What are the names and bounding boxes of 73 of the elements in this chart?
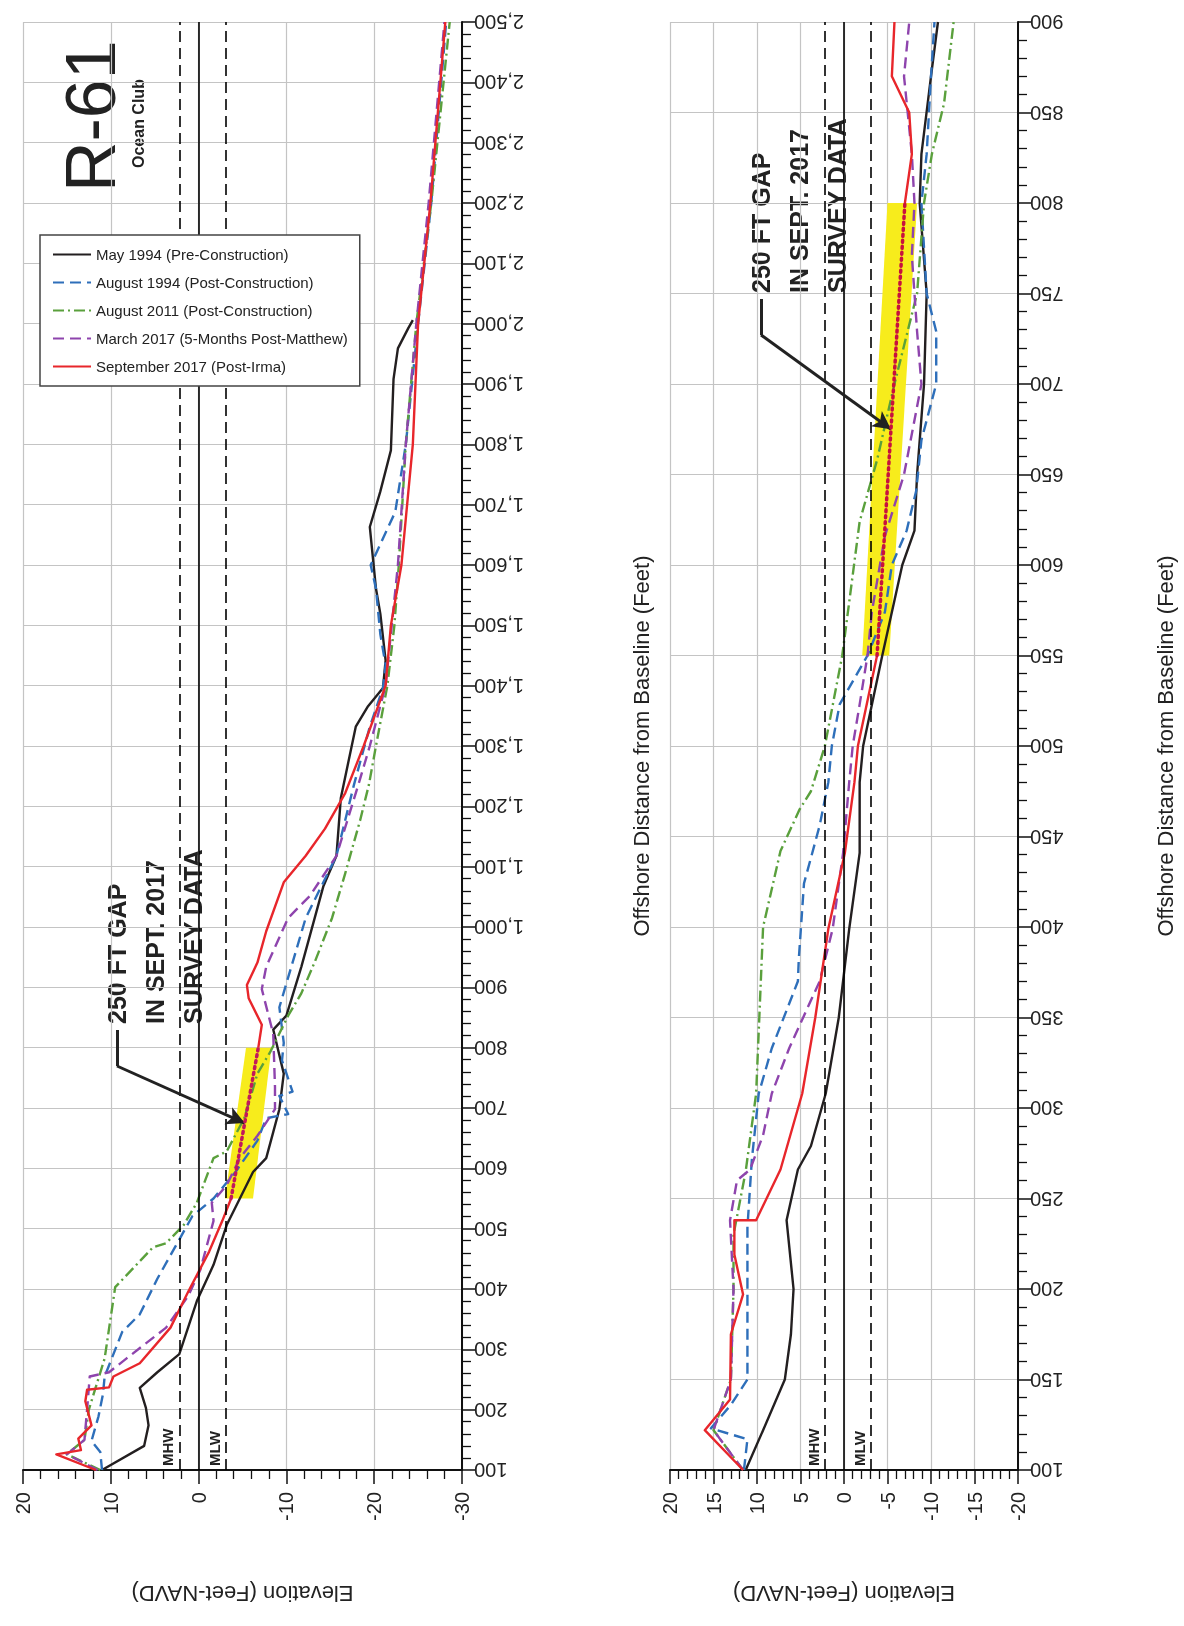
y-tick-label: 500 xyxy=(474,1217,508,1240)
ref-line-label: MHW xyxy=(804,1427,822,1466)
y-axis-title: Offshore Distance from Baseline (Feet) xyxy=(628,555,654,937)
y-tick-label: 450 xyxy=(1030,825,1064,848)
y-tick-label: 1,400 xyxy=(474,674,525,697)
y-tick-label: 2,000 xyxy=(474,312,525,335)
legend-label: September 2017 (Post-Irma) xyxy=(96,358,287,375)
legend-label: May 1994 (Pre-Construction) xyxy=(96,246,289,263)
x-tick-label: 0 xyxy=(833,1492,855,1504)
y-tick-label: 300 xyxy=(474,1338,508,1361)
x-tick-label: -10 xyxy=(920,1492,942,1521)
y-tick-label: 850 xyxy=(1030,101,1064,124)
y-tick-label: 2,500 xyxy=(474,11,525,33)
y-tick-label: 2,200 xyxy=(474,192,525,214)
y-tick-label: 800 xyxy=(474,1036,508,1059)
ref-line-label: MHW xyxy=(159,1427,177,1466)
y-tick-label: 100 xyxy=(1030,1459,1064,1481)
y-tick-label: 200 xyxy=(1030,1278,1064,1300)
y-tick-label: 900 xyxy=(474,976,508,999)
x-tick-label: -20 xyxy=(363,1492,386,1521)
y-tick-label: 700 xyxy=(474,1097,508,1119)
x-tick-label: 20 xyxy=(12,1492,34,1515)
y-tick-label: 200 xyxy=(474,1398,508,1421)
ref-line-label: MLW xyxy=(850,1430,868,1466)
x-axis-title: Elevation (Feet-NAVD) xyxy=(131,1580,354,1606)
y-tick-label: 1,800 xyxy=(474,433,525,456)
y-tick-label: 800 xyxy=(1030,192,1064,214)
x-tick-label: 5 xyxy=(789,1492,812,1504)
x-axis-title: Elevation (Feet-NAVD) xyxy=(732,1580,956,1606)
x-tick-label: 0 xyxy=(187,1492,210,1504)
line-series xyxy=(744,20,940,1472)
y-axis-title: Offshore Distance from Baseline (Feet) xyxy=(1152,555,1178,937)
y-tick-label: 1,600 xyxy=(474,554,525,576)
y-tick-label: 250 xyxy=(1030,1187,1064,1210)
y-tick-label: 2,400 xyxy=(474,71,525,94)
y-tick-label: 2,100 xyxy=(474,252,525,275)
y-tick-label: 650 xyxy=(1030,463,1064,486)
y-tick-label: 600 xyxy=(474,1157,508,1180)
y-tick-label: 1,700 xyxy=(474,493,525,516)
y-tick-label: 1,200 xyxy=(474,795,525,818)
ref-line-label: MLW xyxy=(205,1430,223,1466)
y-tick-label: 1,000 xyxy=(474,916,525,938)
y-tick-label: 300 xyxy=(1030,1097,1064,1119)
y-tick-label: 750 xyxy=(1030,282,1064,305)
y-tick-label: 600 xyxy=(1030,554,1064,576)
legend-label: August 1994 (Post-Construction) xyxy=(96,274,314,291)
y-tick-label: 1,300 xyxy=(474,735,525,757)
x-tick-label: -30 xyxy=(451,1492,473,1521)
y-tick-label: 1,500 xyxy=(474,614,525,637)
x-tick-label: 15 xyxy=(702,1492,725,1515)
y-tick-label: 550 xyxy=(1030,644,1064,667)
x-tick-label: -5 xyxy=(876,1492,899,1510)
y-tick-label: 2,300 xyxy=(474,131,525,154)
y-tick-label: 350 xyxy=(1030,1006,1064,1029)
y-tick-label: 1,100 xyxy=(474,855,525,878)
x-tick-label: -15 xyxy=(963,1492,986,1521)
y-tick-label: 400 xyxy=(1030,916,1064,938)
y-tick-label: 900 xyxy=(1030,11,1064,33)
x-tick-label: -10 xyxy=(275,1492,298,1521)
x-tick-label: 10 xyxy=(99,1492,122,1515)
text: Ocean Club xyxy=(129,78,147,168)
y-tick-label: 400 xyxy=(474,1278,508,1300)
y-tick-label: 150 xyxy=(1030,1368,1064,1391)
legend-label: March 2017 (5-Months Post-Matthew) xyxy=(96,330,348,347)
x-tick-label: -20 xyxy=(1007,1492,1029,1521)
y-tick-label: 700 xyxy=(1030,373,1064,395)
legend-label: August 2011 (Post-Construction) xyxy=(96,302,313,319)
y-tick-label: 1,900 xyxy=(474,373,525,395)
x-tick-label: 20 xyxy=(659,1492,681,1515)
text: R-61 xyxy=(52,40,130,192)
x-tick-label: 10 xyxy=(746,1492,768,1515)
y-tick-label: 500 xyxy=(1030,735,1064,757)
y-tick-label: 100 xyxy=(474,1459,508,1481)
